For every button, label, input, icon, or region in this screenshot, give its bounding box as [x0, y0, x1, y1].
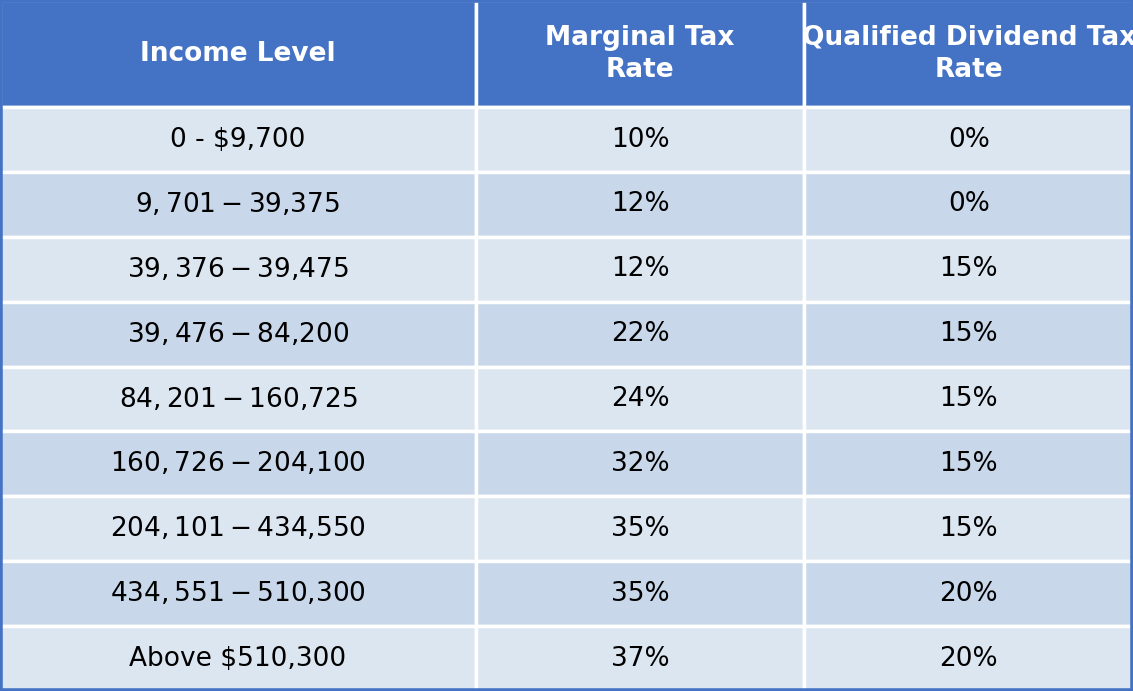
- Bar: [0, 496, 476, 561]
- Bar: [476, 561, 804, 626]
- Text: 20%: 20%: [939, 645, 998, 672]
- Text: 15%: 15%: [939, 386, 998, 412]
- Text: Above $510,300: Above $510,300: [129, 645, 347, 672]
- Bar: [0, 367, 476, 431]
- Bar: [804, 626, 1133, 691]
- Bar: [476, 0, 804, 107]
- Bar: [0, 431, 476, 496]
- Text: 32%: 32%: [611, 451, 670, 477]
- Bar: [804, 496, 1133, 561]
- Text: 37%: 37%: [611, 645, 670, 672]
- Text: $434,551 - $510,300: $434,551 - $510,300: [110, 580, 366, 607]
- Bar: [0, 302, 476, 367]
- Text: 15%: 15%: [939, 256, 998, 283]
- Bar: [476, 107, 804, 172]
- Bar: [476, 237, 804, 302]
- Text: Qualified Dividend Tax
Rate: Qualified Dividend Tax Rate: [801, 25, 1133, 82]
- Bar: [804, 107, 1133, 172]
- Bar: [476, 496, 804, 561]
- Bar: [0, 561, 476, 626]
- Bar: [0, 237, 476, 302]
- Text: $204,101 - $434,550: $204,101 - $434,550: [110, 515, 366, 542]
- Text: 15%: 15%: [939, 451, 998, 477]
- Bar: [0, 626, 476, 691]
- Text: $84,201 - $160,725: $84,201 - $160,725: [119, 386, 357, 413]
- Bar: [804, 172, 1133, 237]
- Text: 0 - $9,700: 0 - $9,700: [170, 126, 306, 153]
- Text: 22%: 22%: [611, 321, 670, 347]
- Bar: [0, 107, 476, 172]
- Text: 35%: 35%: [611, 580, 670, 607]
- Text: Marginal Tax
Rate: Marginal Tax Rate: [545, 25, 735, 82]
- Text: 15%: 15%: [939, 321, 998, 347]
- Bar: [804, 237, 1133, 302]
- Bar: [476, 302, 804, 367]
- Text: 24%: 24%: [611, 386, 670, 412]
- Text: $39,476 - $84,200: $39,476 - $84,200: [127, 321, 349, 348]
- Text: 12%: 12%: [611, 191, 670, 218]
- Bar: [476, 431, 804, 496]
- Text: 0%: 0%: [948, 191, 989, 218]
- Text: $9,701 - $39,375: $9,701 - $39,375: [136, 191, 340, 218]
- Text: Income Level: Income Level: [140, 41, 335, 66]
- Bar: [804, 367, 1133, 431]
- Bar: [804, 0, 1133, 107]
- Text: $39,376 - $39,475: $39,376 - $39,475: [127, 256, 349, 283]
- Text: $160,726 - $204,100: $160,726 - $204,100: [110, 451, 366, 477]
- Bar: [0, 172, 476, 237]
- Bar: [476, 367, 804, 431]
- Bar: [476, 172, 804, 237]
- Bar: [804, 302, 1133, 367]
- Text: 12%: 12%: [611, 256, 670, 283]
- Bar: [0, 0, 476, 107]
- Bar: [476, 626, 804, 691]
- Text: 0%: 0%: [948, 126, 989, 153]
- Text: 20%: 20%: [939, 580, 998, 607]
- Bar: [804, 431, 1133, 496]
- Text: 35%: 35%: [611, 515, 670, 542]
- Text: 15%: 15%: [939, 515, 998, 542]
- Bar: [804, 561, 1133, 626]
- Text: 10%: 10%: [611, 126, 670, 153]
